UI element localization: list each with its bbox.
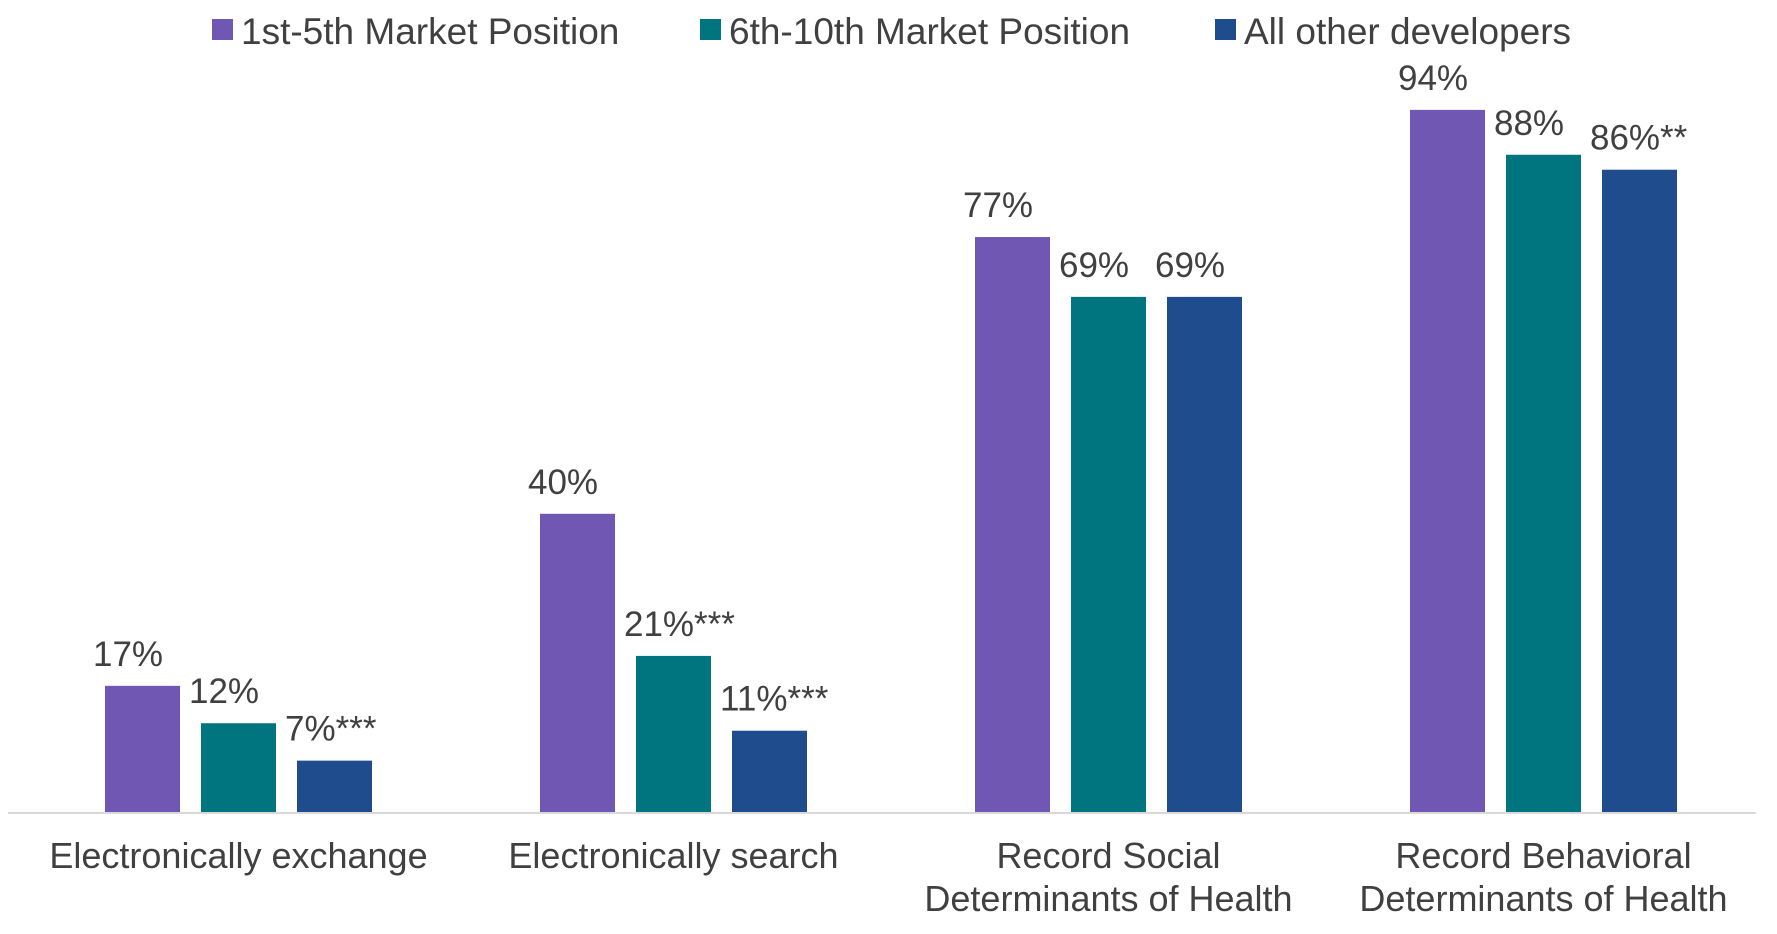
bar xyxy=(975,237,1050,814)
data-label: 69% xyxy=(1155,246,1225,285)
category-label: Electronically exchange xyxy=(49,835,427,876)
legend-item: All other developers xyxy=(1215,11,1571,52)
bar xyxy=(732,730,807,813)
data-label: 12% xyxy=(189,672,259,711)
data-label: 77% xyxy=(963,186,1033,225)
bar xyxy=(297,760,372,813)
legend-item: 1st-5th Market Position xyxy=(212,11,619,52)
bar xyxy=(540,513,615,813)
legend-label: All other developers xyxy=(1244,11,1571,52)
data-label: 11%*** xyxy=(720,680,829,719)
bar xyxy=(636,655,711,813)
legend: 1st-5th Market Position 6th-10th Market P… xyxy=(212,11,1571,52)
data-label: 94% xyxy=(1398,59,1468,98)
category-label: Record Behavioral xyxy=(1395,835,1691,876)
data-labels: 17% 12% 7%*** 40% 21%*** 11%*** 77% 69% 69% 94% 88… xyxy=(93,59,1688,749)
data-label: 21%*** xyxy=(624,605,735,644)
data-label: 88% xyxy=(1494,104,1564,143)
bars xyxy=(105,109,1677,814)
bar xyxy=(105,685,180,813)
data-label: 86%** xyxy=(1590,119,1688,158)
category-label: Determinants of Health xyxy=(924,878,1292,919)
legend-swatch xyxy=(212,19,233,40)
legend-item: 6th-10th Market Position xyxy=(700,11,1130,52)
legend-swatch xyxy=(700,19,721,40)
bar xyxy=(1071,296,1146,813)
legend-label: 6th-10th Market Position xyxy=(729,11,1130,52)
category-label: Record Social xyxy=(996,835,1220,876)
category-label: Determinants of Health xyxy=(1359,878,1727,919)
bar xyxy=(1410,109,1485,813)
data-label: 7%*** xyxy=(285,710,377,749)
category-label: Electronically search xyxy=(508,835,838,876)
category-labels: Electronically exchange Electronically se… xyxy=(49,835,1727,919)
data-label: 69% xyxy=(1059,246,1129,285)
bar xyxy=(201,723,276,813)
legend-swatch xyxy=(1215,19,1236,40)
data-label: 17% xyxy=(93,635,163,674)
bar xyxy=(1506,154,1581,813)
data-label: 40% xyxy=(528,463,598,502)
legend-label: 1st-5th Market Position xyxy=(241,11,619,52)
bar xyxy=(1167,296,1242,813)
bar xyxy=(1602,169,1677,814)
